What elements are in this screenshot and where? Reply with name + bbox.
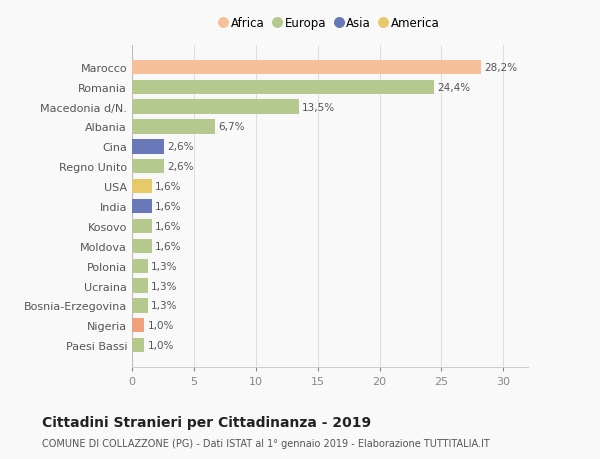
Text: 28,2%: 28,2% — [484, 63, 517, 73]
Bar — [132, 179, 152, 194]
Text: Cittadini Stranieri per Cittadinanza - 2019: Cittadini Stranieri per Cittadinanza - 2… — [42, 415, 371, 429]
Text: 13,5%: 13,5% — [302, 102, 335, 112]
Bar — [132, 100, 299, 114]
Legend: Africa, Europa, Asia, America: Africa, Europa, Asia, America — [217, 13, 443, 33]
Text: 1,6%: 1,6% — [155, 221, 181, 231]
Bar — [132, 120, 215, 134]
Bar — [132, 338, 145, 353]
Text: 2,6%: 2,6% — [167, 162, 194, 172]
Text: 1,0%: 1,0% — [148, 321, 174, 330]
Bar — [132, 160, 164, 174]
Text: 1,6%: 1,6% — [155, 202, 181, 212]
Text: 1,0%: 1,0% — [148, 341, 174, 350]
Bar — [132, 239, 152, 253]
Text: COMUNE DI COLLAZZONE (PG) - Dati ISTAT al 1° gennaio 2019 - Elaborazione TUTTITA: COMUNE DI COLLAZZONE (PG) - Dati ISTAT a… — [42, 438, 490, 448]
Bar — [132, 279, 148, 293]
Text: 1,3%: 1,3% — [151, 281, 178, 291]
Text: 1,6%: 1,6% — [155, 241, 181, 251]
Bar — [132, 199, 152, 214]
Text: 1,3%: 1,3% — [151, 261, 178, 271]
Text: 2,6%: 2,6% — [167, 142, 194, 152]
Bar — [132, 80, 434, 95]
Bar — [132, 61, 481, 75]
Bar — [132, 219, 152, 234]
Bar — [132, 299, 148, 313]
Text: 24,4%: 24,4% — [437, 83, 470, 92]
Text: 1,3%: 1,3% — [151, 301, 178, 311]
Bar — [132, 140, 164, 154]
Text: 1,6%: 1,6% — [155, 182, 181, 192]
Bar — [132, 259, 148, 273]
Bar — [132, 319, 145, 333]
Text: 6,7%: 6,7% — [218, 122, 245, 132]
